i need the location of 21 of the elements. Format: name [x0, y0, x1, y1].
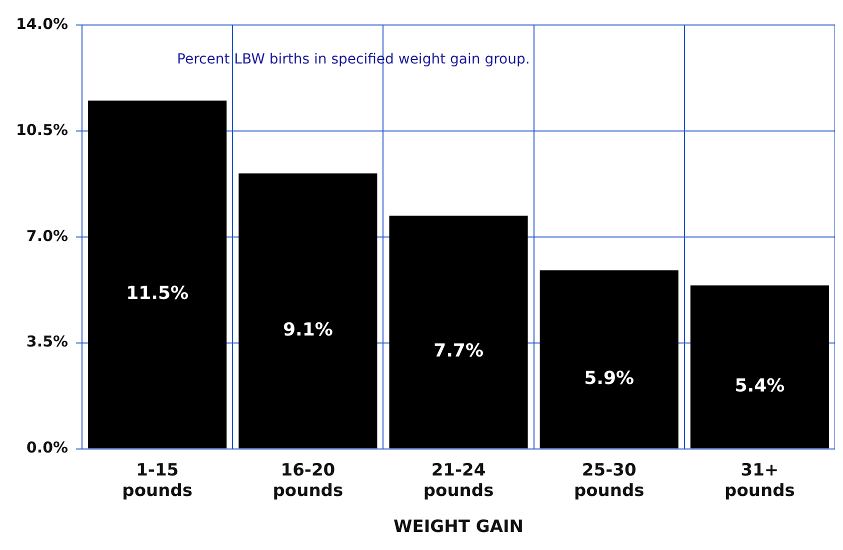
- data-label: 5.9%: [584, 368, 634, 389]
- bar: [389, 216, 528, 448]
- bar: [690, 285, 829, 448]
- data-label: 9.1%: [282, 319, 333, 340]
- x-axis-title: WEIGHT GAIN: [393, 517, 524, 538]
- x-tick-label: 1-15 pounds: [122, 460, 193, 501]
- bar: [88, 100, 227, 448]
- x-tick-label: 16-20 pounds: [272, 460, 344, 501]
- y-tick-label: 7.0%: [26, 226, 68, 245]
- data-label: 5.4%: [734, 375, 785, 396]
- data-label: 11.5%: [126, 283, 189, 304]
- y-tick-label: 3.5%: [26, 332, 68, 351]
- data-label: 7.7%: [434, 340, 484, 362]
- x-tick-label: 21-24 pounds: [423, 460, 494, 501]
- y-tick-label: 0.0%: [26, 438, 68, 457]
- bar: [540, 270, 678, 448]
- bar: [238, 173, 378, 448]
- x-tick-label: 25-30 pounds: [574, 460, 644, 501]
- y-tick-label: 10.5%: [16, 120, 68, 139]
- x-tick-label: 31+ pounds: [724, 460, 795, 501]
- y-tick-label: 14.0%: [16, 14, 68, 33]
